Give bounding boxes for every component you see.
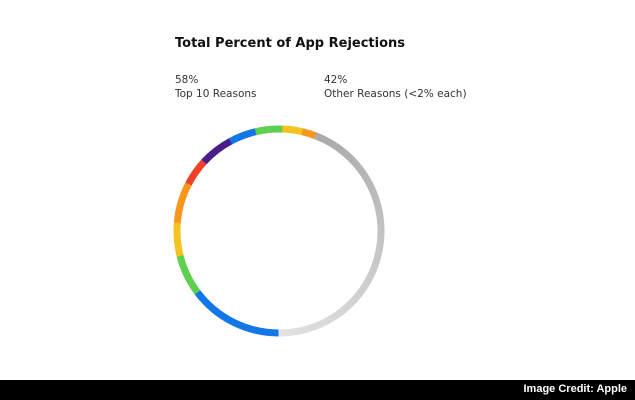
ring-segment-other-part-24 [367,268,377,279]
other-reasons-label: Other Reasons (<2% each) [324,88,467,100]
ring-segment-other-part-1 [314,132,324,142]
credit-bar: Image Credit: Apple [0,380,635,400]
image-credit: Image Credit: Apple [523,383,628,395]
ring-segment-other-part-13 [370,192,380,203]
ring-segment-other-part-15 [374,206,384,216]
ring-segment-other-part-30 [341,302,352,313]
ring-segment-other-part-7 [348,156,359,167]
ring-segment-other-part-38 [292,327,301,336]
ring-segment-other-part-19 [376,235,385,244]
ring-segment-other-part-10 [361,173,372,184]
ring-segment-7 [228,128,257,145]
ring-segment-other-part-9 [357,167,368,178]
ring-segment-other-part-36 [305,323,315,333]
ring-segment-other-part-22 [372,255,382,265]
ring-segment-other-part-35 [312,321,322,331]
ring-segment-3 [173,221,184,257]
ring-segment-other-part-37 [298,325,308,335]
ring-segment-other-part-8 [352,161,364,172]
ring-segment-other-part-27 [355,286,367,297]
ring-segment-other-part-14 [372,199,382,209]
ring-segment-other-part-23 [369,262,380,272]
top-reasons-percent: 58% [175,74,199,86]
ring-segment-6 [201,137,233,165]
ring-segment-other-part-33 [324,314,335,325]
ring-segment-other-part-26 [360,280,371,291]
ring-segment-other-part-25 [363,274,374,285]
ring-segment-other-part-11 [364,179,375,190]
ring-segment-9 [282,125,304,136]
ring-segment-other-part-21 [374,248,383,258]
other-reasons-stat: 42% Other Reasons (<2% each) [324,73,467,101]
rejections-ring-chart [173,125,385,337]
chart-title: Total Percent of App Rejections [175,36,406,51]
ring-segment-other-part-5 [337,146,349,157]
ring-segment-other-part-16 [376,213,385,223]
ring-segment-other-part-4 [332,142,343,153]
ring-segment-other-part-6 [343,151,354,162]
ring-segment-other-part-39 [285,328,294,337]
ring-segment-other-part-34 [318,318,329,328]
ring-segment-4 [173,181,192,223]
ring-segment-other-part-31 [336,306,347,317]
ring-segment-5 [185,159,207,186]
other-reasons-percent: 42% [324,74,348,86]
top-reasons-label: Top 10 Reasons [175,88,257,100]
ring-segment-other-part-32 [330,310,341,321]
ring-segment-other-part-28 [351,291,362,303]
ring-segment-8 [254,125,284,136]
ring-segment-other-part-29 [346,297,358,308]
ring-segment-other-part-12 [367,185,378,196]
ring-segment-other-part-20 [375,242,384,251]
ring-segment-other-part-3 [326,138,337,149]
ring-segment-1 [194,289,280,337]
ring-segment-10 [301,128,318,140]
ring-segment-other-part-2 [320,135,331,145]
ring-segment-2 [176,254,201,295]
top-reasons-stat: 58% Top 10 Reasons [175,73,257,101]
